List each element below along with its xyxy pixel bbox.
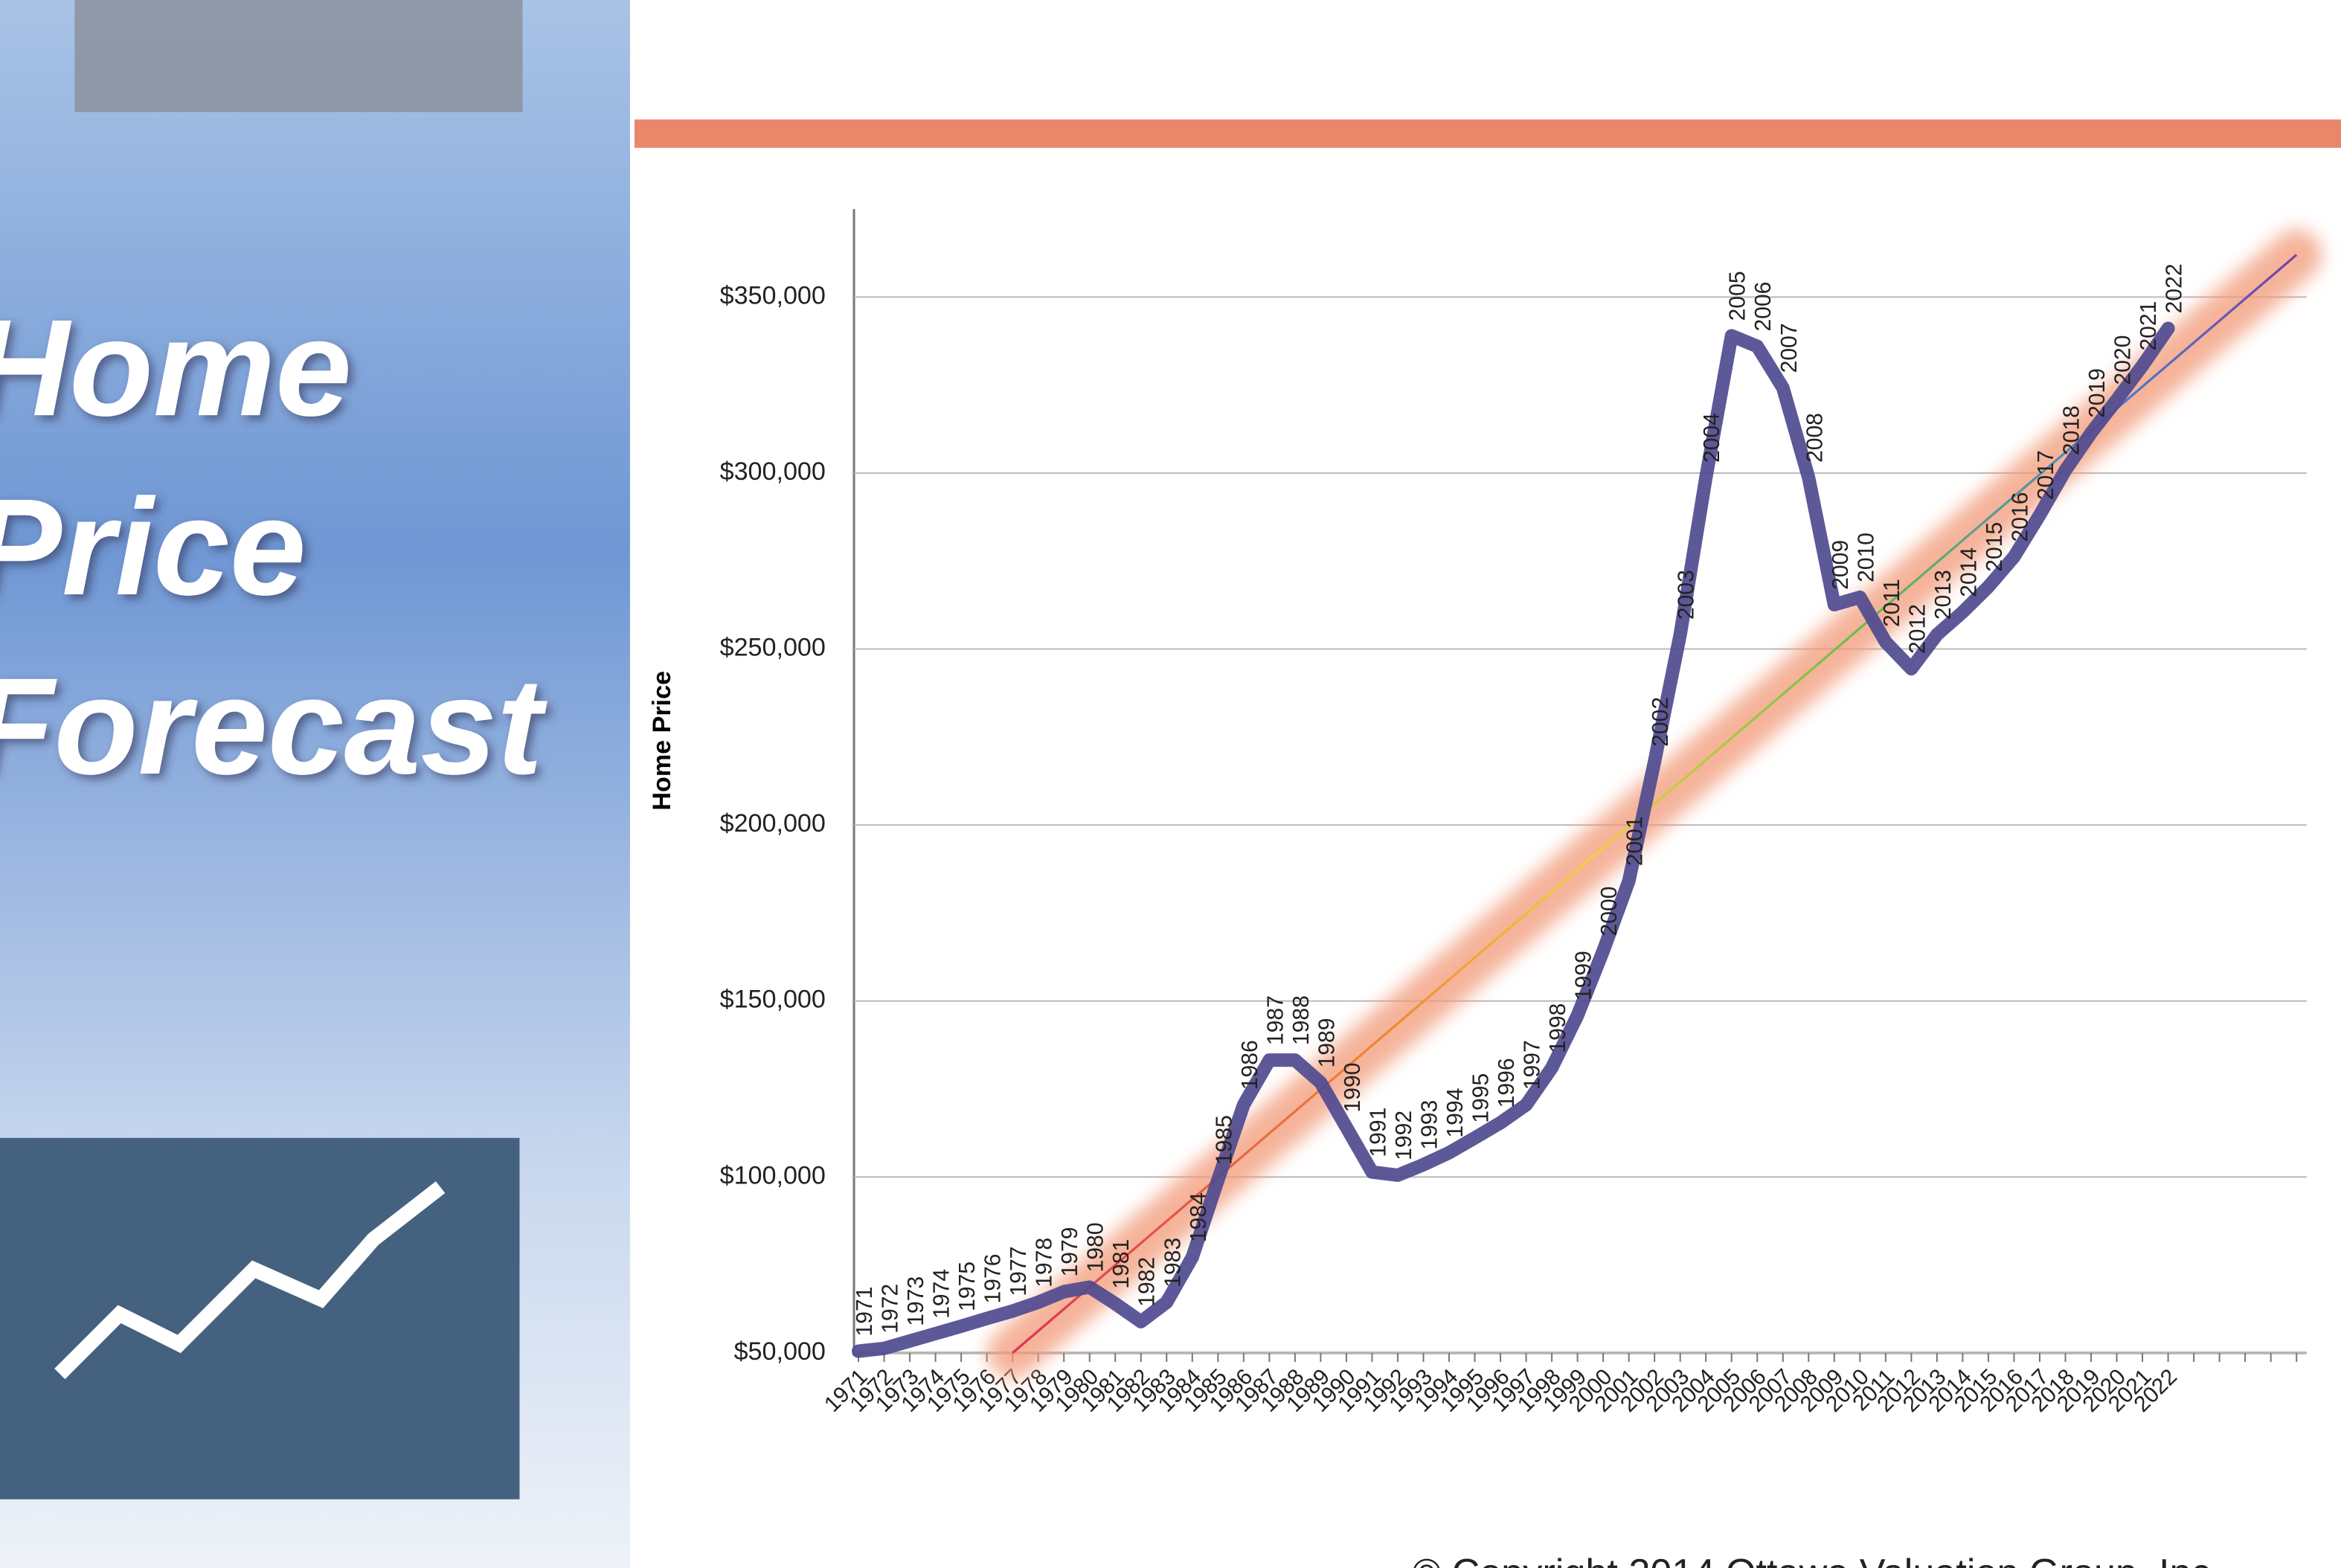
y-tick-label: $300,000 (720, 457, 826, 486)
point-label: 1991 (1366, 1108, 1390, 1157)
point-label: 1999 (1572, 951, 1596, 1000)
arrow-graphic (54, 1181, 446, 1380)
point-label: 1978 (1033, 1238, 1057, 1288)
point-label: 1992 (1392, 1111, 1416, 1160)
point-label: 2017 (2034, 450, 2058, 500)
point-label: 2019 (2085, 368, 2110, 418)
point-label: 2013 (1931, 570, 1956, 620)
point-label: 2006 (1751, 282, 1776, 332)
point-label: 2000 (1597, 886, 1622, 936)
point-label: 1982 (1135, 1257, 1160, 1307)
point-label: 1975 (955, 1262, 980, 1311)
header-bar (634, 119, 2341, 148)
point-label: 2016 (2008, 492, 2032, 542)
point-label: 1985 (1212, 1115, 1236, 1165)
point-label: 2022 (2162, 263, 2187, 313)
point-label: 1990 (1340, 1063, 1365, 1113)
y-tick-label: $150,000 (720, 986, 826, 1014)
point-label: 2003 (1674, 570, 1699, 620)
point-label: 1976 (981, 1253, 1006, 1303)
point-label: 1986 (1238, 1040, 1262, 1090)
point-label: 1974 (930, 1269, 954, 1319)
point-label: 2012 (1905, 604, 1930, 654)
point-label: 1983 (1160, 1238, 1185, 1288)
point-label: 1973 (904, 1276, 928, 1326)
point-label: 1987 (1263, 995, 1288, 1045)
point-label: 2014 (1956, 547, 1981, 597)
point-label: 2001 (1623, 816, 1648, 866)
point-label: 1998 (1546, 1003, 1570, 1053)
point-label: 1984 (1186, 1192, 1211, 1242)
side-title: Price (0, 471, 306, 624)
point-label: 1981 (1109, 1239, 1134, 1289)
point-label: 2007 (1777, 323, 1802, 373)
point-label: 2009 (1828, 540, 1853, 590)
point-label: 2002 (1648, 697, 1673, 747)
point-label: 2011 (1880, 579, 1904, 627)
point-label: 2005 (1726, 271, 1750, 321)
point-label: 1997 (1520, 1040, 1545, 1090)
point-label: 1971 (852, 1286, 877, 1336)
point-label: 1977 (1006, 1247, 1031, 1297)
y-tick-label: $50,000 (734, 1337, 826, 1366)
point-label: 2004 (1700, 413, 1724, 463)
point-label: 2010 (1854, 533, 1878, 582)
point-label: 2018 (2059, 405, 2084, 455)
point-label: 1989 (1314, 1018, 1339, 1067)
point-label: 1996 (1494, 1058, 1519, 1108)
point-label: 1993 (1417, 1100, 1442, 1150)
point-label: 1988 (1289, 995, 1314, 1045)
point-label: 1994 (1443, 1088, 1468, 1138)
point-label: 2015 (1982, 522, 2007, 572)
point-label: 1972 (879, 1284, 903, 1334)
y-tick-label: $250,000 (720, 634, 826, 662)
point-label: 2020 (2111, 335, 2136, 385)
price-line (852, 321, 2175, 1358)
copyright: © Copyright 2014 Ottawa Valuation Group,… (1413, 1552, 2221, 1568)
point-label: 1979 (1058, 1227, 1082, 1277)
top-photo (74, 0, 523, 112)
side-title: Forecast (0, 650, 547, 803)
y-tick-label: $100,000 (720, 1161, 826, 1189)
point-label: 2021 (2136, 301, 2161, 351)
point-label: 1980 (1084, 1222, 1108, 1272)
y-axis-label: Home Price (648, 671, 676, 811)
point-label: 2008 (1802, 413, 1827, 463)
y-tick-label: $200,000 (720, 809, 826, 838)
side-title: Home (0, 292, 352, 445)
point-label: 1995 (1469, 1073, 1494, 1123)
y-tick-label: $350,000 (720, 281, 826, 309)
